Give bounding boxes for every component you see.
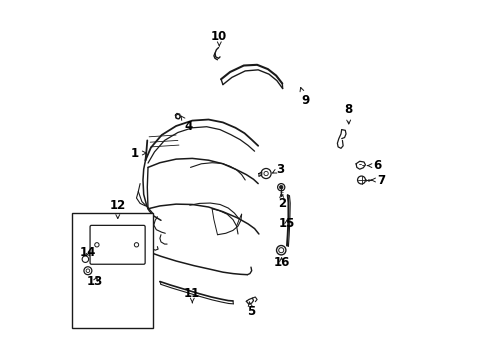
Text: 16: 16: [273, 256, 289, 269]
Bar: [72, 213, 152, 328]
Text: 15: 15: [278, 217, 294, 230]
FancyBboxPatch shape: [90, 225, 145, 264]
Text: 2: 2: [278, 194, 286, 210]
Text: 3: 3: [272, 163, 284, 176]
Text: 6: 6: [366, 159, 381, 172]
Text: 9: 9: [300, 87, 309, 107]
Text: 8: 8: [344, 103, 352, 124]
Text: 1: 1: [131, 147, 146, 159]
Text: 5: 5: [246, 302, 255, 318]
Text: 7: 7: [370, 174, 384, 186]
Text: 14: 14: [80, 246, 96, 259]
Text: 12: 12: [109, 199, 125, 219]
Circle shape: [279, 185, 283, 189]
Text: 11: 11: [184, 287, 200, 303]
Text: 13: 13: [87, 275, 103, 288]
Text: 4: 4: [181, 116, 192, 132]
Text: 10: 10: [211, 30, 227, 46]
